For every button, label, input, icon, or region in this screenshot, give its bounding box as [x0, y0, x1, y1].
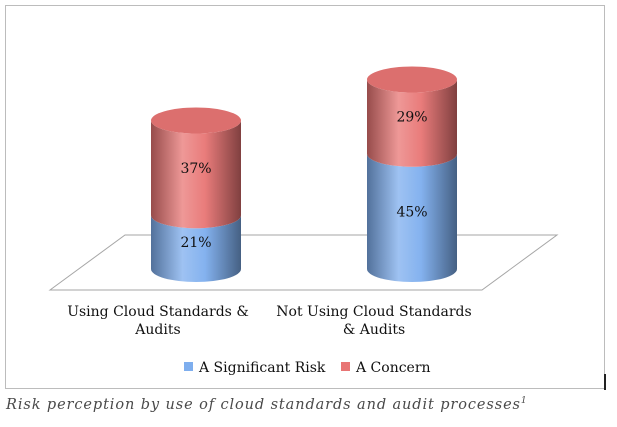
category-label: Not Using Cloud Standards & Audits	[276, 304, 471, 338]
data-label: 21%	[180, 235, 211, 251]
bar-body	[151, 215, 241, 282]
bar-stack-1: 21% 37%	[151, 107, 241, 282]
caption-text: Risk perception by use of cloud standard…	[6, 396, 521, 413]
legend-swatch	[184, 362, 193, 371]
bar-2-concern	[367, 79, 457, 167]
bar-body	[367, 79, 457, 167]
data-label: 29%	[396, 110, 427, 126]
category-label-line: & Audits	[343, 322, 405, 338]
bar-body	[151, 120, 241, 229]
bar-top-cap	[151, 107, 241, 134]
category-label-line: Not Using Cloud Standards	[276, 304, 471, 320]
category-label-line: Using Cloud Standards &	[67, 304, 249, 320]
bar-stack-2: 45% 29%	[367, 66, 457, 282]
bar-1-significant-risk	[151, 215, 241, 282]
bar-top-cap	[367, 66, 457, 93]
bar-1-concern	[151, 120, 241, 229]
chart-frame	[5, 5, 605, 389]
legend-label: A Concern	[355, 360, 431, 376]
bar-2-significant-risk	[367, 153, 457, 282]
legend-label: A Significant Risk	[198, 360, 326, 376]
chart-floor	[48, 234, 559, 291]
data-label: 37%	[180, 161, 211, 177]
legend-swatch	[341, 362, 350, 371]
frame-edge-mark	[604, 374, 606, 390]
bar-body	[367, 153, 457, 282]
category-label-line: Audits	[134, 322, 180, 338]
figure-caption: Risk perception by use of cloud standard…	[6, 396, 528, 413]
data-label: 45%	[396, 204, 427, 220]
caption-footnote-mark: 1	[520, 396, 528, 406]
legend: A Significant Risk A Concern	[184, 360, 431, 376]
category-label: Using Cloud Standards & Audits	[67, 304, 249, 338]
